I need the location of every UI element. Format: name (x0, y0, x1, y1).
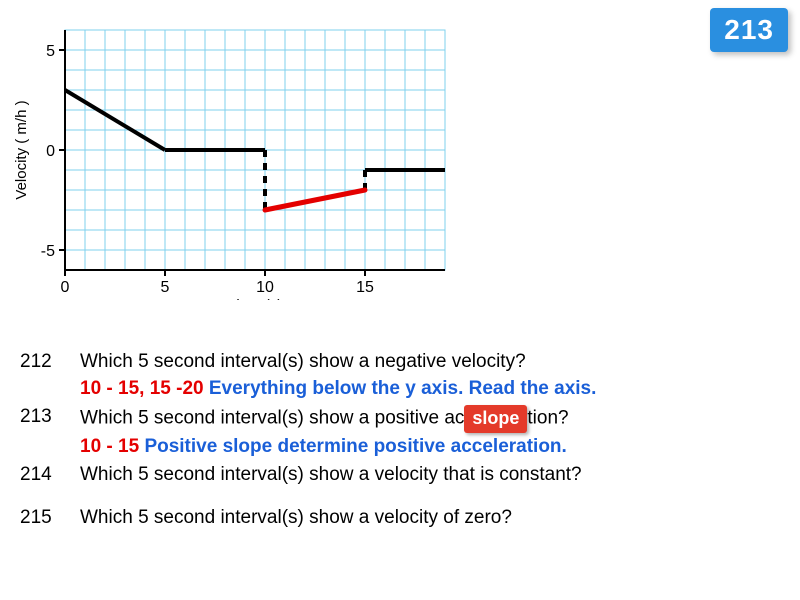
answer-text: 10 - 15 Positive slope determine positiv… (80, 435, 780, 460)
question-row: 214 Which 5 second interval(s) show a ve… (20, 463, 780, 488)
answer-red: 10 - 15 (80, 436, 144, 457)
svg-text:15: 15 (356, 279, 374, 296)
svg-text:Velocity ( m/h ): Velocity ( m/h ) (13, 100, 30, 199)
svg-text:5: 5 (161, 279, 170, 296)
svg-text:Time (s): Time (s) (228, 297, 282, 300)
answer-blue: Positive slope determine positive accele… (144, 436, 566, 457)
question-row: 213 Which 5 second interval(s) show a po… (20, 405, 780, 432)
question-number: 215 (20, 506, 80, 531)
velocity-chart: 0 5 10 15 -5 0 5 Time (s) Velocity ( m/h ) (10, 10, 480, 305)
svg-text:-5: -5 (41, 243, 55, 260)
answer-blue: Everything below the y axis. Read the ax… (209, 378, 597, 399)
question-number: 214 (20, 463, 80, 488)
question-text: Which 5 second interval(s) show a negati… (80, 350, 780, 375)
question-text: Which 5 second interval(s) show a veloci… (80, 506, 780, 531)
q213-pre: Which 5 second interval(s) show a positi… (80, 408, 464, 429)
answer-text: 10 - 15, 15 -20 Everything below the y a… (80, 377, 780, 402)
question-text: Which 5 second interval(s) show a veloci… (80, 463, 780, 488)
svg-text:10: 10 (256, 279, 274, 296)
slope-overlay-tag: slope (464, 405, 527, 432)
question-row: 212 Which 5 second interval(s) show a ne… (20, 350, 780, 375)
question-row: 215 Which 5 second interval(s) show a ve… (20, 506, 780, 531)
svg-text:5: 5 (46, 43, 55, 60)
slide-number-badge: 213 (710, 8, 788, 52)
question-text: Which 5 second interval(s) show a positi… (80, 405, 780, 432)
svg-text:0: 0 (46, 143, 55, 160)
question-number: 212 (20, 350, 80, 375)
answer-red: 10 - 15, 15 -20 (80, 378, 209, 399)
svg-text:0: 0 (61, 279, 70, 296)
question-number: 213 (20, 405, 80, 432)
q213-post: tion? (527, 408, 568, 429)
question-list: 212 Which 5 second interval(s) show a ne… (20, 350, 780, 533)
